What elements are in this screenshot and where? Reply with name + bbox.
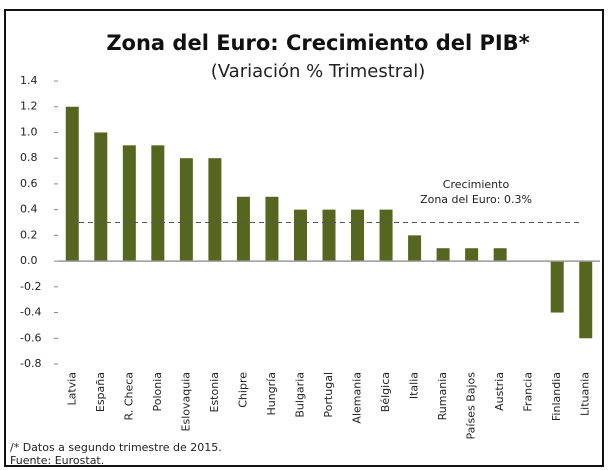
bar: [293, 209, 307, 262]
y-tick-label: 0.0: [20, 254, 38, 267]
y-tick-label: 1.2: [20, 100, 38, 113]
x-tick-label: Eslovaquia: [179, 372, 192, 431]
reference-label: Crecimiento: [443, 178, 510, 191]
bar: [265, 196, 279, 262]
footnote: /* Datos a segundo trimestre de 2015.: [10, 441, 222, 454]
y-tick-label: 0.4: [20, 203, 38, 216]
bar: [208, 158, 222, 262]
y-tick-label: 0.8: [20, 151, 38, 164]
x-tick-label: Estonia: [208, 372, 221, 413]
x-tick-label: Finlandia: [550, 372, 563, 421]
bar: [351, 209, 365, 262]
bar: [179, 158, 193, 262]
x-tick-label: España: [94, 372, 107, 412]
x-tick-label: Portugal: [322, 372, 335, 418]
bar: [236, 196, 250, 262]
x-tick-label: Bulgaria: [293, 372, 306, 418]
reference-label: Zona del Euro: 0.3%: [420, 193, 532, 206]
bar: [379, 209, 393, 262]
footnote: Fuente: Eurostat.: [10, 454, 104, 467]
bar: [408, 235, 422, 262]
x-tick-label: Rumania: [436, 372, 449, 420]
bar: [122, 145, 136, 262]
y-tick-label: 1.0: [20, 125, 38, 138]
x-tick-label: Bélgica: [379, 372, 392, 412]
x-tick-label: Polonia: [151, 372, 164, 412]
x-tick-label: Latvia: [65, 372, 78, 406]
frame: [4, 9, 604, 467]
x-tick-label: Alemania: [351, 372, 364, 424]
x-tick-label: R. Checa: [122, 372, 135, 420]
x-tick-label: Francia: [522, 372, 535, 412]
y-tick-label: -0.4: [20, 306, 41, 319]
bar: [94, 132, 108, 262]
x-tick-label: Lituania: [579, 372, 592, 416]
y-tick-label: 0.2: [20, 228, 38, 241]
x-tick-label: Países Bajos: [465, 372, 478, 440]
y-tick-label: -0.6: [20, 331, 41, 344]
bar: [436, 248, 450, 262]
bar: [550, 261, 564, 313]
x-tick-label: Hungría: [265, 372, 278, 416]
y-tick-label: 0.6: [20, 177, 38, 190]
chart-title: Zona del Euro: Crecimiento del PIB*: [106, 31, 529, 55]
x-tick-label: Austria: [493, 372, 506, 411]
bar: [151, 145, 165, 262]
x-tick-label: Chipre: [236, 372, 249, 408]
bar: [579, 261, 593, 339]
chart-subtitle: (Variación % Trimestral): [211, 61, 426, 82]
bar: [65, 106, 79, 262]
bar: [322, 209, 336, 262]
y-tick-label: 1.4: [20, 74, 38, 87]
x-tick-label: Italia: [408, 372, 421, 399]
bar: [493, 248, 507, 262]
y-tick-label: -0.2: [20, 280, 41, 293]
y-tick-label: -0.8: [20, 357, 41, 370]
bar: [465, 248, 479, 262]
